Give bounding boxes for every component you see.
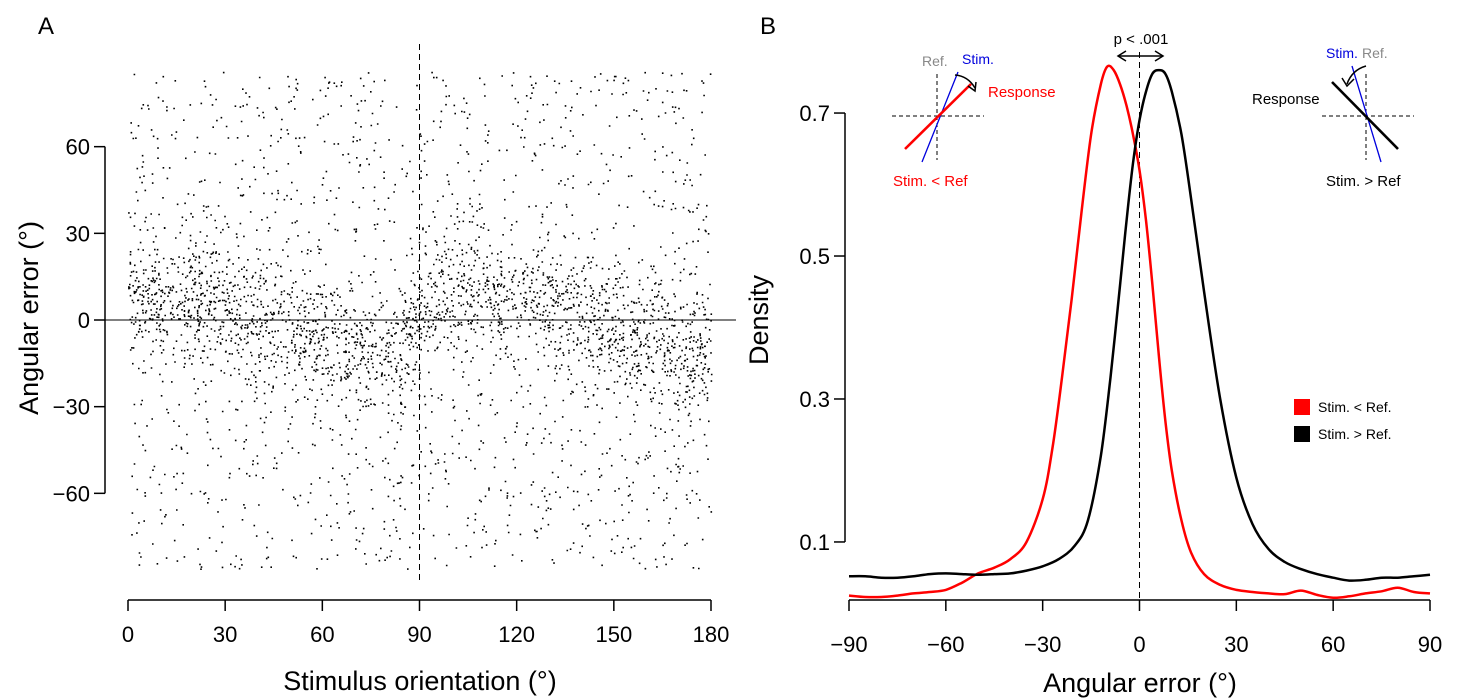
x-tick-label: 0 xyxy=(122,622,134,647)
x-tick-label: 180 xyxy=(693,622,730,647)
arrow-right-icon xyxy=(1154,50,1165,62)
x-tick-label: 60 xyxy=(1321,632,1345,657)
inset-condition-label: Stim. < Ref xyxy=(893,173,968,190)
inset-response-label: Response xyxy=(1252,91,1320,108)
rotation-arrow-icon xyxy=(1346,65,1367,85)
stimulus-orientation-line xyxy=(1351,65,1382,163)
legend-swatch-black xyxy=(1294,426,1310,442)
inset-ref-label: Ref. xyxy=(1362,45,1388,61)
y-tick-label: 0.5 xyxy=(799,244,830,269)
inset-stim-label: Stim. xyxy=(962,51,994,67)
panel-label-b: B xyxy=(760,13,776,40)
legend-label-red: Stim. < Ref. xyxy=(1318,399,1392,415)
response-orientation-line xyxy=(1331,81,1399,150)
rotation-arrow-icon xyxy=(954,74,976,89)
scatter-point-cloud xyxy=(128,71,713,571)
legend: Stim. < Ref. Stim. > Ref. xyxy=(1294,399,1392,442)
density-curve-stim-greater-ref xyxy=(848,68,1431,582)
x-tick-label: −90 xyxy=(830,632,867,657)
density-panel-b: −90 −60 −30 0 30 60 90 0.1 0.3 0.5 0.7 Angular er… xyxy=(744,31,1442,698)
x-tick-label: −60 xyxy=(927,632,964,657)
x-tick-label: 30 xyxy=(1224,632,1248,657)
x-axis-b: −90 −60 −30 0 30 60 90 xyxy=(830,599,1442,657)
y-tick-label: 30 xyxy=(66,221,90,246)
arrowhead-icon xyxy=(967,81,977,93)
y-tick-label: −60 xyxy=(53,481,90,506)
significance-annotation: p < .001 xyxy=(1114,31,1169,62)
y-axis-a: −60 −30 0 30 60 xyxy=(53,135,106,506)
scatter-panel-a: 0 30 60 90 120 150 180 −60 −30 0 30 60 Stimulus or… xyxy=(14,44,736,696)
x-tick-label: 0 xyxy=(1133,632,1145,657)
x-tick-label: 120 xyxy=(498,622,535,647)
legend-label-black: Stim. > Ref. xyxy=(1318,426,1392,442)
inset-diagram-right: Stim. Ref. Response Stim. > Ref xyxy=(1252,45,1414,190)
y-tick-label: 60 xyxy=(66,135,90,160)
y-tick-label: 0.1 xyxy=(799,530,830,555)
x-axis-a: 0 30 60 90 120 150 180 xyxy=(122,599,730,647)
x-tick-label: 90 xyxy=(407,622,431,647)
x-tick-label: 30 xyxy=(213,622,237,647)
inset-diagram-left: Ref. Stim. Response Stim. < Ref xyxy=(892,51,1056,190)
inset-stim-label: Stim. xyxy=(1326,45,1358,61)
arrowhead-icon xyxy=(1341,77,1355,88)
inset-ref-label: Ref. xyxy=(922,53,948,69)
y-tick-label: −30 xyxy=(53,395,90,420)
x-tick-label: −30 xyxy=(1024,632,1061,657)
legend-swatch-red xyxy=(1294,399,1310,415)
stimulus-orientation-line xyxy=(921,71,959,163)
x-tick-label: 60 xyxy=(310,622,334,647)
y-tick-label: 0 xyxy=(78,308,90,333)
x-axis-label-a: Stimulus orientation (°) xyxy=(283,666,556,696)
inset-response-label: Response xyxy=(988,84,1056,101)
panel-label-a: A xyxy=(38,13,54,40)
y-axis-b: 0.1 0.3 0.5 0.7 xyxy=(799,101,846,555)
inset-condition-label: Stim. > Ref xyxy=(1326,173,1401,190)
y-axis-label-a: Angular error (°) xyxy=(14,221,44,415)
arrow-left-icon xyxy=(1116,50,1127,62)
y-tick-label: 0.3 xyxy=(799,387,830,412)
x-axis-label-b: Angular error (°) xyxy=(1043,668,1237,698)
scatter-points xyxy=(128,71,713,571)
x-tick-label: 150 xyxy=(595,622,632,647)
y-tick-label: 0.7 xyxy=(799,101,830,126)
x-tick-label: 90 xyxy=(1418,632,1442,657)
p-value-label: p < .001 xyxy=(1114,31,1169,48)
response-orientation-line xyxy=(904,83,972,150)
y-axis-label-b: Density xyxy=(744,274,774,365)
